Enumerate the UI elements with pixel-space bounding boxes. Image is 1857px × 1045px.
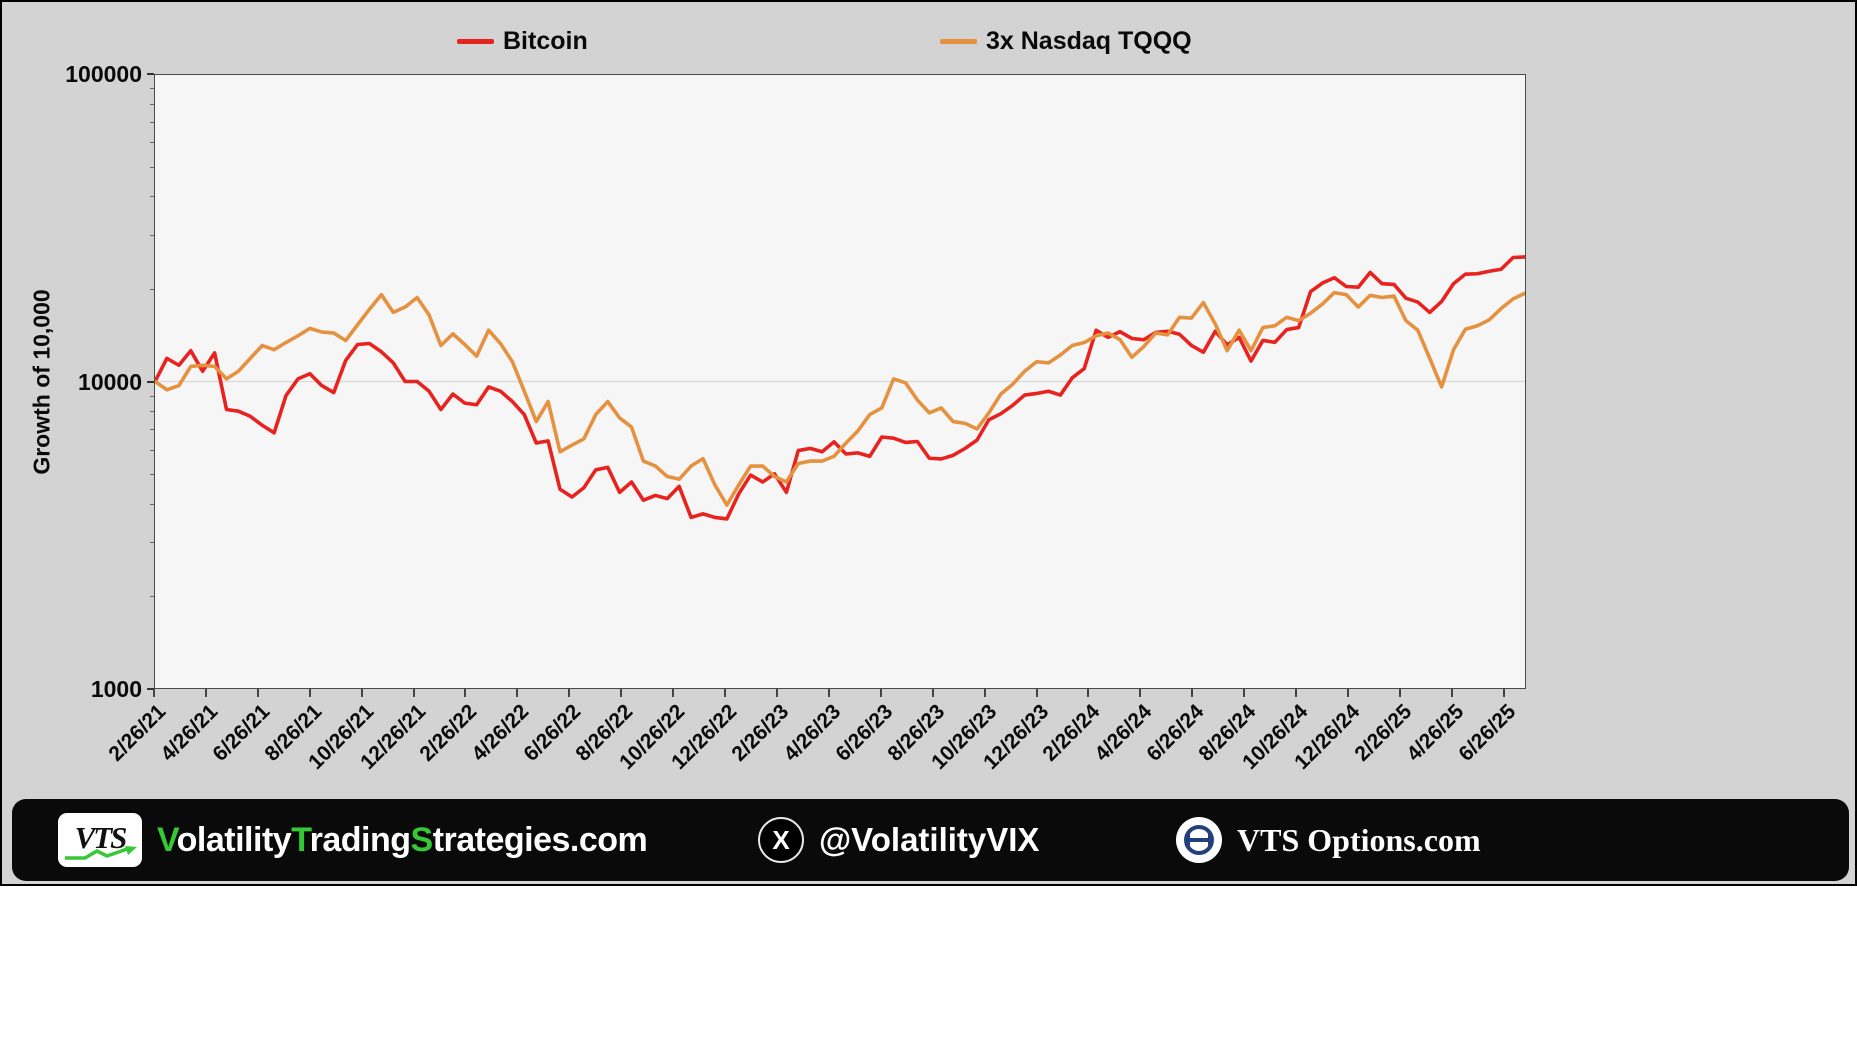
x-tick-mark xyxy=(1398,689,1401,697)
x-tick-mark xyxy=(1035,689,1038,697)
x-tick-mark xyxy=(516,689,519,697)
y-minor-tick-mark xyxy=(150,411,154,413)
y-minor-tick-mark xyxy=(150,103,154,105)
y-minor-tick-mark xyxy=(150,542,154,544)
x-tick-mark xyxy=(879,689,882,697)
legend-label-tqqq: 3x Nasdaq TQQQ xyxy=(986,27,1192,55)
footer-twitter-group: X @VolatilityVIX xyxy=(758,799,1039,881)
series-line-bitcoin xyxy=(155,255,1525,521)
footer-brand-group: VTS VolatilityTradingStrategies.com xyxy=(58,799,648,881)
y-tick-mark xyxy=(147,688,154,690)
x-tick-mark xyxy=(1347,689,1350,697)
x-tick-mark xyxy=(775,689,778,697)
x-tick-mark xyxy=(724,689,727,697)
brand-word-volatility: Volatility xyxy=(157,820,292,859)
x-tick-mark xyxy=(983,689,986,697)
x-tick-mark xyxy=(412,689,415,697)
y-minor-tick-mark xyxy=(150,88,154,90)
legend-item-tqqq: 3x Nasdaq TQQQ xyxy=(940,27,1192,56)
plot-svg xyxy=(155,255,1525,521)
brand-word-strategies: Strategies xyxy=(410,820,571,859)
legend-label-bitcoin: Bitcoin xyxy=(503,27,588,55)
x-tick-mark xyxy=(464,689,467,697)
y-minor-tick-mark xyxy=(150,429,154,431)
x-tick-mark xyxy=(1087,689,1090,697)
y-minor-tick-mark xyxy=(150,142,154,144)
footer-options-group: VTS Options.com xyxy=(1176,799,1481,881)
x-tick-mark xyxy=(204,689,207,697)
x-tick-mark xyxy=(1243,689,1246,697)
chart-panel: Bitcoin 3x Nasdaq TQQQ Growth of 10,000 … xyxy=(0,0,1857,886)
y-minor-tick-mark xyxy=(150,395,154,397)
x-tick-mark xyxy=(620,689,623,697)
vts-logo: VTS xyxy=(58,813,142,867)
y-tick-mark xyxy=(147,73,154,75)
x-tick-mark xyxy=(308,689,311,697)
vts-options-theta-icon xyxy=(1176,817,1222,863)
y-tick-label: 100000 xyxy=(65,61,142,87)
series-line-3x-nasdaq-tqqq xyxy=(155,290,1525,507)
plot-area xyxy=(154,74,1526,689)
y-minor-tick-mark xyxy=(150,288,154,290)
x-tick-mark xyxy=(1191,689,1194,697)
x-tick-mark xyxy=(1450,689,1453,697)
x-tick-mark xyxy=(360,689,363,697)
x-tick-mark xyxy=(256,689,259,697)
brand-suffix: .com xyxy=(569,820,648,859)
options-site-label: VTS Options.com xyxy=(1237,821,1481,858)
tqqq-legend-dash-icon xyxy=(940,39,977,44)
y-tick-mark xyxy=(147,380,154,383)
y-minor-tick-mark xyxy=(150,166,154,168)
x-tick-mark xyxy=(153,689,155,697)
y-minor-tick-mark xyxy=(150,121,154,123)
brand-text: VolatilityTradingStrategies.com xyxy=(157,820,648,860)
x-glyph: X xyxy=(772,824,790,855)
y-minor-tick-mark xyxy=(150,449,154,451)
footer-bar: VTS VolatilityTradingStrategies.com X @V… xyxy=(12,799,1849,881)
y-tick-label: 1000 xyxy=(90,676,142,702)
y-tick-label: 10000 xyxy=(78,368,142,395)
x-tick-mark xyxy=(827,689,830,697)
x-tick-mark xyxy=(1502,689,1505,697)
vts-swoosh-icon xyxy=(65,846,137,860)
x-tick-mark xyxy=(1139,689,1142,697)
twitter-handle: @VolatilityVIX xyxy=(819,821,1040,858)
y-minor-tick-mark xyxy=(150,196,154,198)
y-minor-tick-mark xyxy=(150,474,154,476)
y-minor-tick-mark xyxy=(150,234,154,236)
brand-word-trading: Trading xyxy=(291,820,411,859)
vts-logo-text: VTS xyxy=(74,819,128,855)
x-tick-mark xyxy=(931,689,934,697)
y-minor-tick-mark xyxy=(150,596,154,598)
x-tick-mark xyxy=(1295,689,1298,697)
legend-item-bitcoin: Bitcoin xyxy=(457,27,588,56)
x-tick-mark xyxy=(568,689,571,697)
bitcoin-legend-dash-icon xyxy=(457,39,494,44)
x-tick-mark xyxy=(672,689,675,697)
x-twitter-icon: X xyxy=(758,817,804,863)
y-minor-tick-mark xyxy=(150,503,154,505)
